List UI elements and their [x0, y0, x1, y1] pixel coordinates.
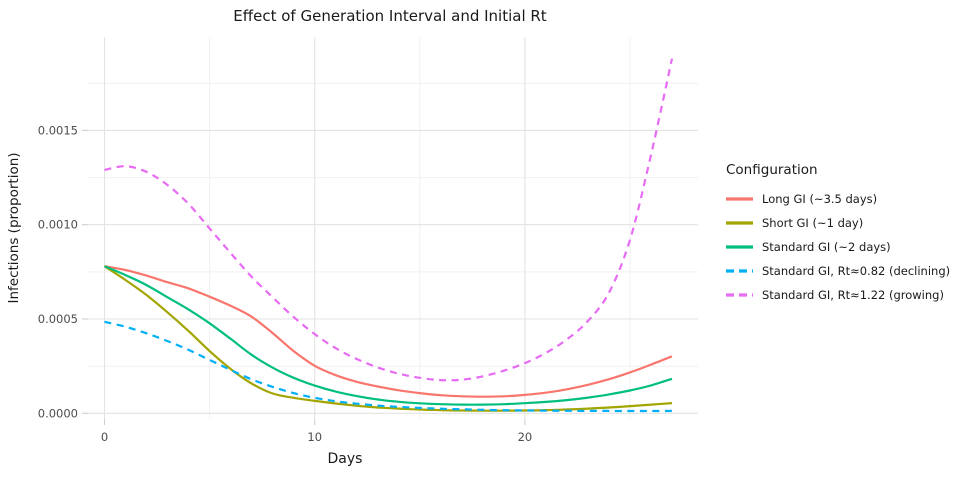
legend-key-line-standard-gi: [726, 245, 753, 249]
legend-item-label: Standard GI, Rt≈1.22 (growing): [762, 288, 944, 302]
legend-title: Configuration: [726, 162, 818, 178]
x-tick-label: 10: [307, 430, 322, 444]
legend-item-label: Short GI (~1 day): [762, 216, 864, 230]
legend-key-line-long-gi: [726, 197, 753, 201]
x-tick-label: 20: [518, 430, 533, 444]
legend-item-label: Standard GI, Rt≈0.82 (declining): [762, 264, 951, 278]
series-line-short-gi: [103, 265, 673, 412]
legend-key-line-declining: [726, 269, 753, 273]
legend-item-label: Standard GI (~2 days): [762, 240, 891, 254]
x-tick-label: 0: [101, 430, 108, 444]
legend-items: Long GI (~3.5 days) Short GI (~1 day) Stan…: [726, 187, 950, 307]
y-axis-title: Infections (proportion): [6, 152, 22, 304]
legend-item-standard-gi: Standard GI (~2 days): [726, 235, 950, 259]
y-tick-label: 0.0005: [38, 312, 78, 326]
legend: Configuration Long GI (~3.5 days) Short G…: [726, 162, 950, 307]
series-line-growing: [104, 58, 674, 382]
chart-title: Effect of Generation Interval and Initia…: [233, 7, 547, 25]
legend-item-label: Long GI (~3.5 days): [762, 192, 878, 206]
legend-item-growing: Standard GI, Rt≈1.22 (growing): [726, 283, 950, 307]
legend-key-line-growing: [726, 293, 753, 297]
legend-item-declining: Standard GI, Rt≈0.82 (declining): [726, 259, 950, 283]
series-line-long-gi: [104, 265, 673, 398]
legend-item-short-gi: Short GI (~1 day): [726, 211, 950, 235]
legend-key-line-short-gi: [726, 221, 753, 225]
x-axis-title: Days: [327, 451, 363, 467]
y-tick-label: 0.0000: [38, 406, 78, 420]
y-tick-label: 0.0010: [38, 218, 78, 232]
legend-item-long-gi: Long GI (~3.5 days): [726, 187, 950, 211]
series-line-standard-gi: [104, 265, 673, 406]
y-tick-label: 0.0015: [38, 123, 78, 137]
series-line-declining: [104, 320, 673, 413]
